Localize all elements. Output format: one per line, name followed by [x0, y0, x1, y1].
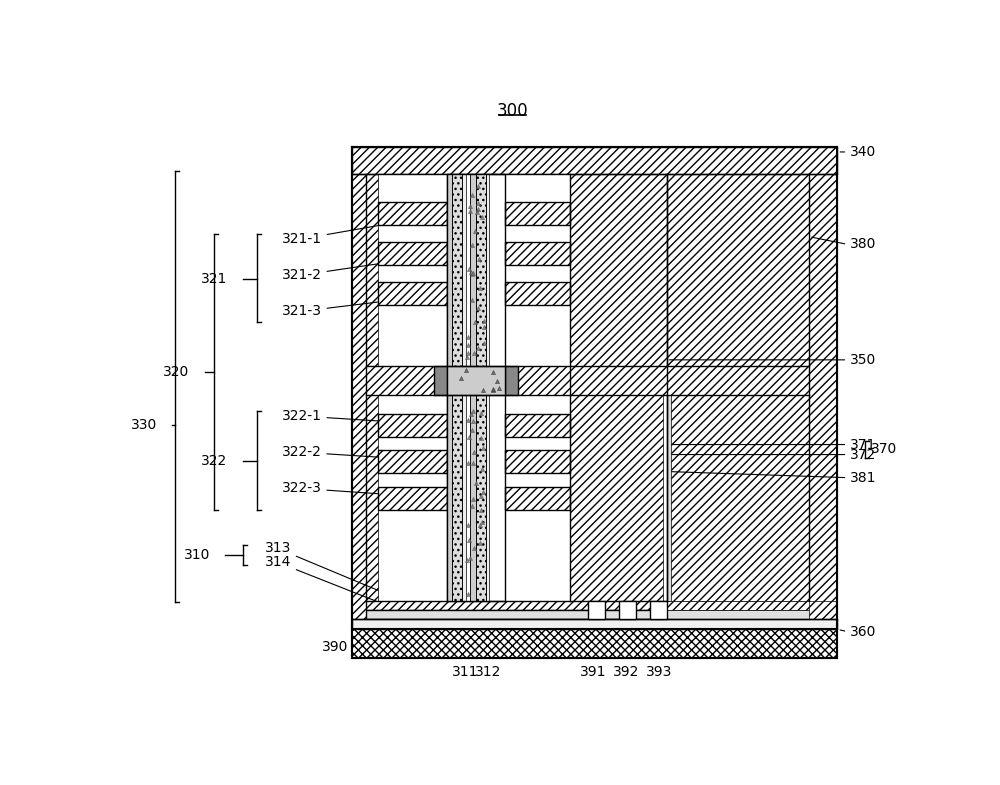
Bar [505, 414, 570, 436]
Bar [663, 395, 666, 601]
Bar [352, 147, 837, 656]
Text: 312: 312 [475, 665, 501, 679]
Bar [378, 225, 447, 242]
Text: 310: 310 [184, 548, 211, 561]
Text: 321: 321 [201, 272, 228, 286]
Bar [809, 173, 837, 601]
Bar [505, 305, 570, 366]
Bar [666, 610, 809, 619]
Bar [505, 225, 570, 242]
Bar [447, 366, 505, 395]
Bar [366, 610, 666, 619]
Text: 371: 371 [850, 437, 876, 451]
Bar [505, 173, 570, 202]
Bar [447, 173, 452, 601]
Bar [650, 601, 667, 619]
Bar [505, 395, 570, 414]
Text: 372: 372 [850, 447, 876, 462]
Bar [505, 510, 570, 601]
Text: 322-2: 322-2 [282, 445, 444, 462]
Text: 322: 322 [201, 454, 228, 468]
Bar [378, 487, 447, 510]
Bar [666, 173, 809, 601]
Text: 321-1: 321-1 [282, 214, 444, 246]
Text: 360: 360 [850, 625, 876, 639]
Bar [462, 173, 466, 601]
Bar [352, 147, 837, 173]
Text: 392: 392 [613, 665, 640, 679]
Text: 350: 350 [850, 352, 876, 367]
Text: 321-2: 321-2 [282, 254, 444, 282]
Bar [378, 436, 447, 450]
Text: 300: 300 [497, 102, 528, 120]
Text: 391: 391 [580, 665, 607, 679]
Bar [378, 395, 447, 414]
Bar [505, 436, 570, 450]
Bar [378, 173, 447, 202]
Bar [505, 282, 570, 305]
Bar [619, 601, 636, 619]
Bar [366, 601, 666, 610]
Bar [570, 173, 666, 601]
Bar [378, 450, 447, 473]
Text: 380: 380 [850, 237, 876, 251]
Bar [352, 619, 837, 629]
Bar [378, 510, 447, 601]
Bar [505, 265, 570, 282]
Bar [378, 202, 447, 225]
Bar [434, 366, 447, 395]
Text: 322-3: 322-3 [282, 481, 444, 498]
Text: 314: 314 [265, 555, 410, 615]
Text: 393: 393 [646, 665, 672, 679]
Bar [378, 473, 447, 487]
Bar [378, 265, 447, 282]
Text: 322-1: 322-1 [282, 409, 444, 425]
Bar [352, 629, 837, 658]
Bar [505, 366, 518, 395]
Text: 311: 311 [452, 665, 478, 679]
Text: 330: 330 [131, 418, 157, 433]
Text: 320: 320 [163, 365, 189, 379]
Bar [378, 242, 447, 265]
Bar [505, 202, 570, 225]
Bar [366, 173, 447, 601]
Text: 381: 381 [850, 471, 876, 484]
Bar [466, 173, 486, 601]
Bar [470, 173, 476, 601]
Bar [505, 450, 570, 473]
Bar [378, 414, 447, 436]
Text: 340: 340 [850, 145, 876, 159]
Bar [588, 601, 605, 619]
Bar [505, 473, 570, 487]
Text: 321-3: 321-3 [282, 294, 444, 319]
Bar [486, 173, 489, 601]
Bar [378, 305, 447, 366]
Text: 313: 313 [265, 542, 410, 604]
Bar [666, 395, 671, 601]
Bar [505, 487, 570, 510]
Bar [447, 173, 505, 601]
Text: 390: 390 [322, 640, 348, 654]
Bar [447, 173, 505, 601]
Bar [505, 242, 570, 265]
Bar [666, 601, 809, 610]
Bar [378, 282, 447, 305]
Bar [476, 173, 486, 601]
Text: 370: 370 [871, 442, 898, 456]
Bar [452, 173, 462, 601]
